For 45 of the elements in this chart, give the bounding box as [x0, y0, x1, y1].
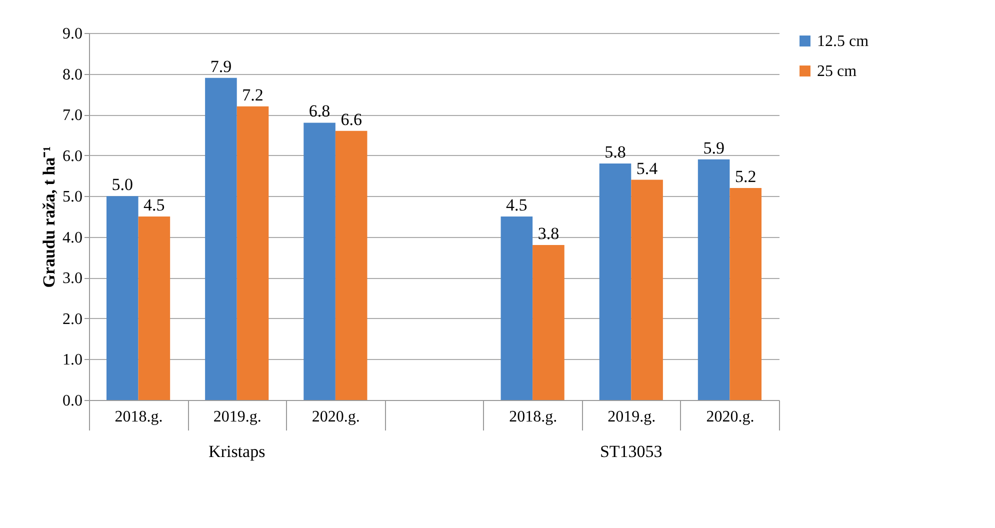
y-tick-label: 2.0 [62, 310, 82, 328]
bar [631, 180, 663, 400]
bar [532, 245, 564, 400]
y-tick-label: 8.0 [62, 66, 82, 84]
bar [730, 188, 762, 400]
bar [138, 216, 170, 400]
x-tick-label: 2018.g. [114, 408, 163, 426]
bar [304, 122, 336, 400]
data-label: 5.9 [703, 138, 724, 158]
text: Kristaps [208, 442, 266, 461]
data-label: 7.9 [210, 56, 232, 76]
y-tick-label: 5.0 [62, 188, 82, 206]
y-tick-label: 4.0 [62, 229, 82, 246]
y-axis-title: Graudu raža, t ha⁻¹ [40, 146, 58, 288]
data-label: 3.8 [538, 224, 560, 244]
bar [236, 106, 269, 400]
y-tick-label: 7.0 [62, 107, 82, 124]
data-label: 5.0 [112, 175, 134, 194]
data-label: 5.2 [734, 166, 756, 186]
bar [500, 216, 533, 400]
x-tick-label: 2019.g. [213, 408, 262, 426]
data-label: 4.5 [506, 196, 528, 214]
data-label: 5.4 [636, 158, 658, 178]
y-tick-label: 9.0 [62, 26, 82, 42]
bar [698, 159, 730, 400]
data-label: 6.8 [308, 102, 330, 121]
x-tick-label: 2019.g. [608, 408, 656, 426]
data-label: 5.8 [604, 142, 626, 162]
y-tick-label: 6.0 [62, 148, 82, 165]
data-label: 4.5 [144, 196, 165, 214]
legend-label: 25 cm [817, 63, 858, 80]
data-label: 7.2 [242, 85, 264, 104]
x-tick-label: 2018.g. [509, 408, 558, 426]
bar [335, 130, 368, 400]
y-tick-label: 1.0 [62, 352, 82, 369]
x-tick-label: 2020.g. [312, 408, 360, 426]
y-tick-label: 3.0 [62, 270, 82, 288]
bar [205, 78, 237, 400]
bar [106, 196, 138, 400]
legend-label: 12.5 cm [817, 33, 870, 50]
data-label: 6.6 [340, 110, 362, 129]
x-tick-label: 2020.g. [706, 408, 754, 426]
y-tick-label: 0.0 [62, 392, 82, 410]
text: ST13053 [600, 442, 662, 461]
bar [599, 163, 632, 400]
